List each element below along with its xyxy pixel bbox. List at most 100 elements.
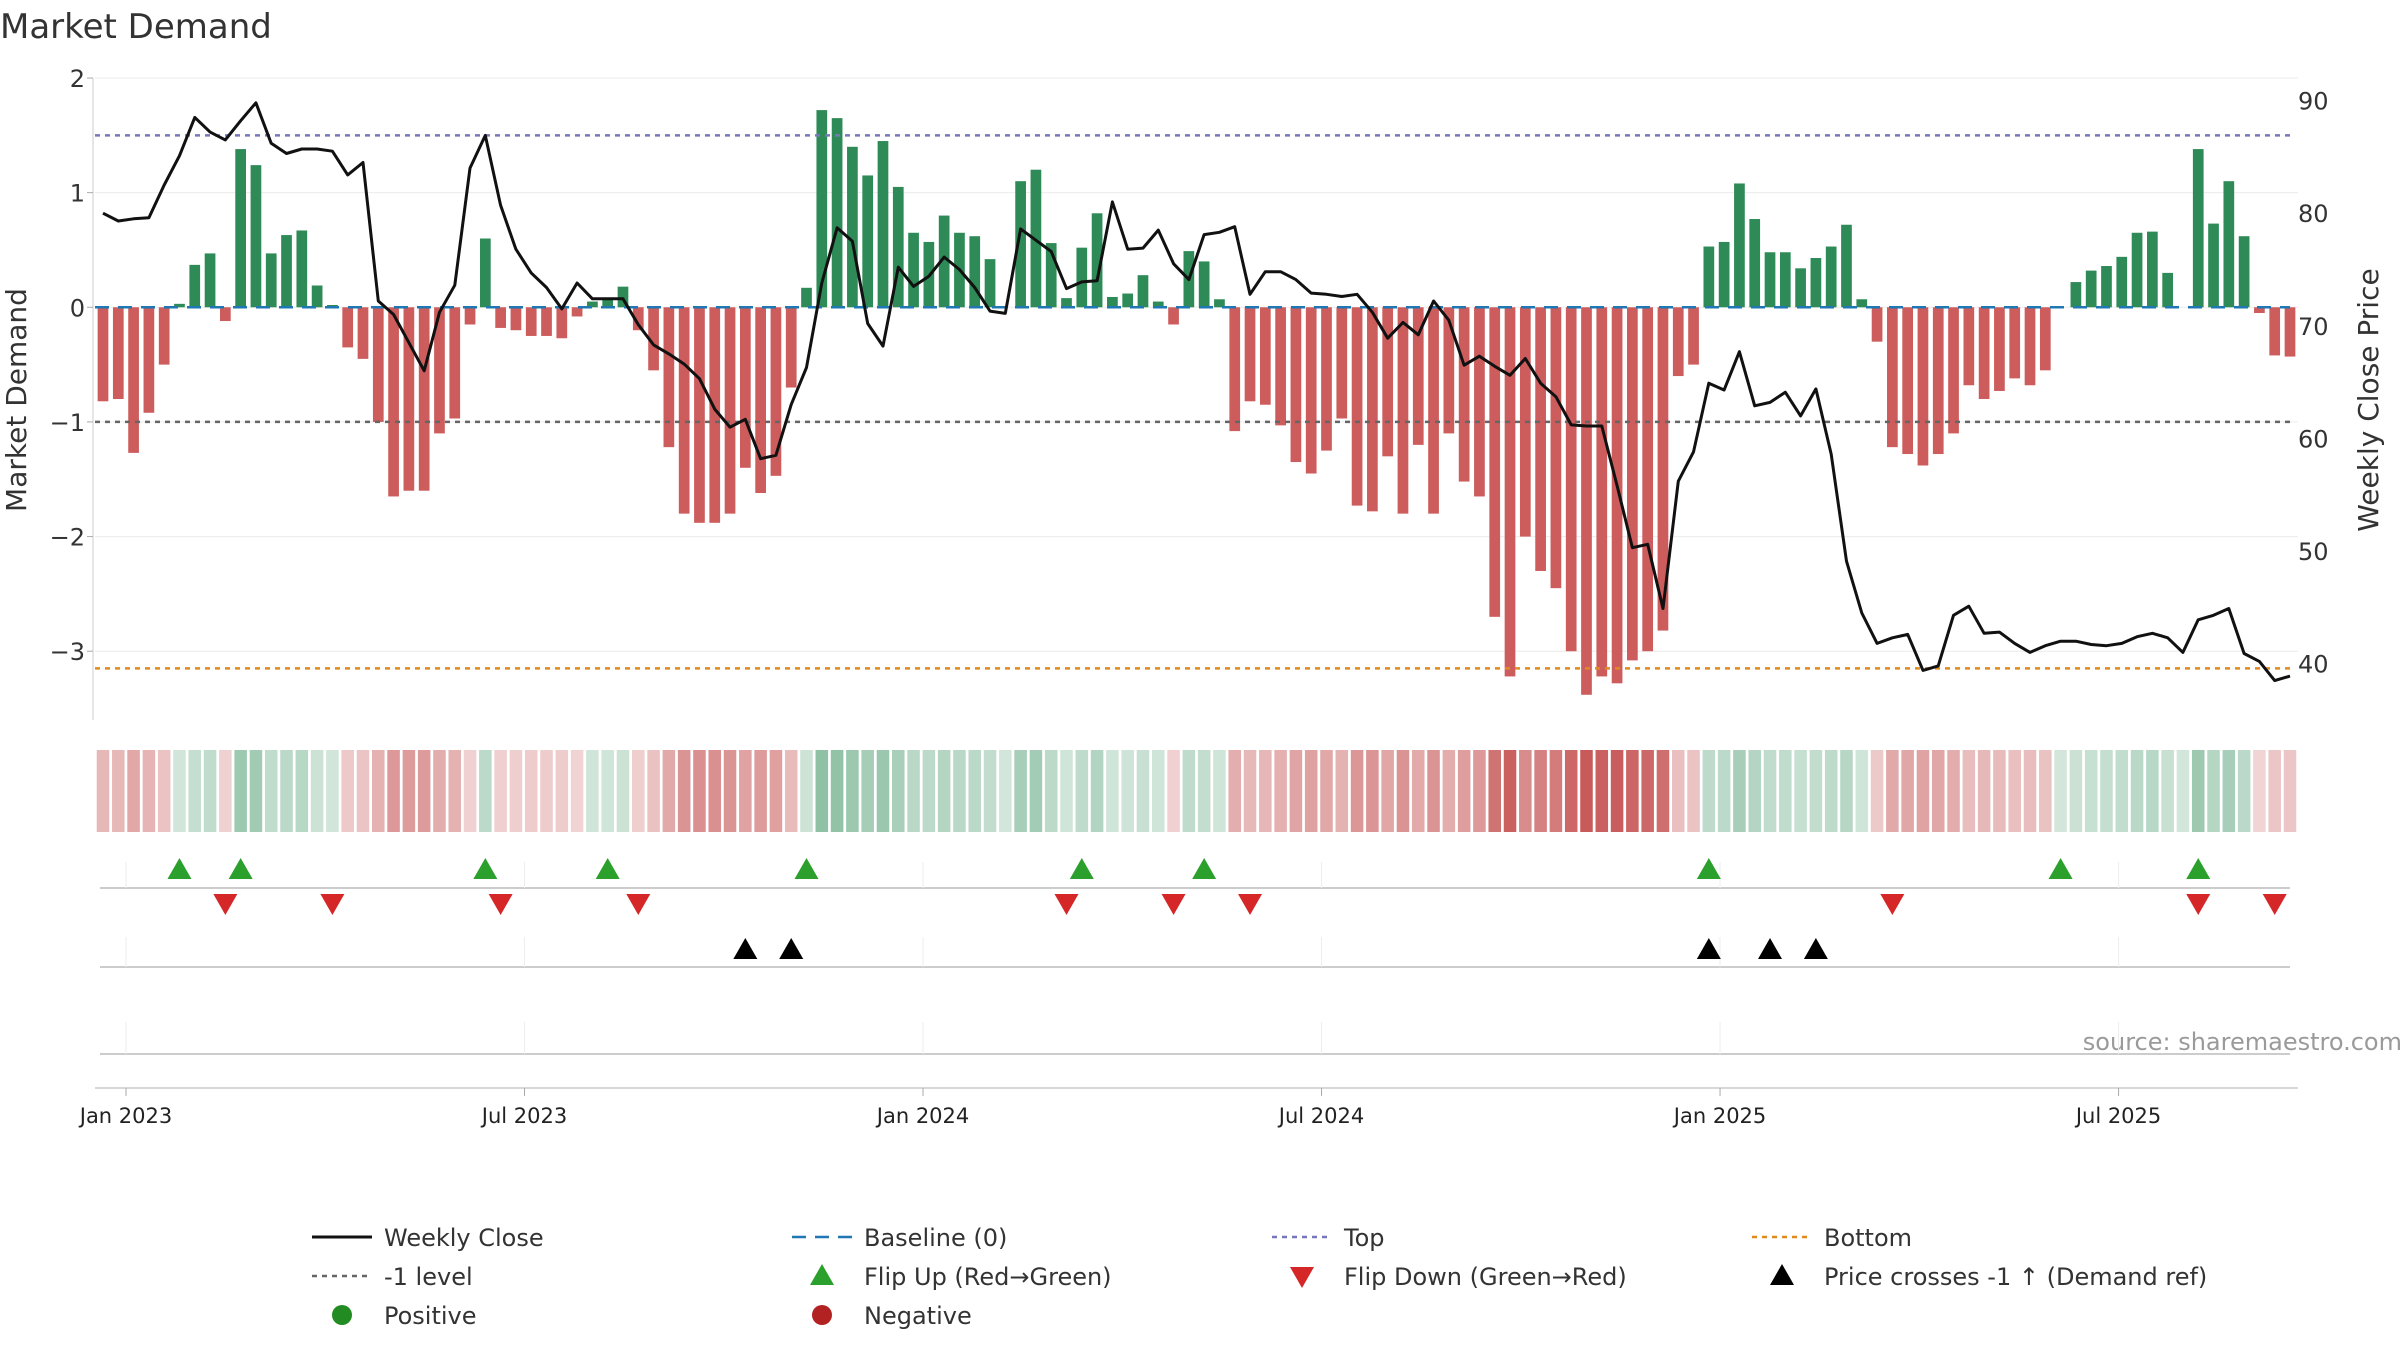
demand-bar-negative xyxy=(434,307,445,434)
heat-strip-cell xyxy=(968,750,982,832)
demand-bar-negative xyxy=(158,307,170,365)
heat-strip-cell xyxy=(249,750,263,832)
heat-strip-cell xyxy=(616,750,630,832)
y2-tick-label: 60 xyxy=(2298,425,2329,453)
heat-strip-cell xyxy=(2054,750,2067,832)
heat-strip-cell xyxy=(2207,750,2220,832)
heat-strip-cell xyxy=(1626,750,1639,832)
demand-bar-negative xyxy=(525,307,537,336)
y2-axis-label: Weekly Close Price xyxy=(2352,268,2385,531)
demand-bar-positive xyxy=(1015,181,1026,308)
heat-strip-cell xyxy=(1977,750,1991,832)
heat-strip-cell xyxy=(570,750,584,832)
heat-strip-cell xyxy=(2008,750,2021,832)
heat-strip-cell xyxy=(1717,750,1731,832)
heat-strip-cell xyxy=(2253,750,2266,832)
heat-strip-cell xyxy=(417,750,431,832)
demand-bar-positive xyxy=(2070,282,2082,308)
heat-strip-cell xyxy=(341,750,354,832)
demand-bar-negative xyxy=(1963,307,1975,386)
heat-strip-cell xyxy=(524,750,538,832)
legend-label: Bottom xyxy=(1824,1224,1912,1252)
demand-bar-negative xyxy=(1504,307,1516,677)
demand-bar-positive xyxy=(174,303,185,308)
demand-bar-negative xyxy=(1672,307,1684,377)
demand-bar-positive xyxy=(1137,275,1149,308)
flip-down-marker xyxy=(1238,894,1263,915)
heat-strip-cell xyxy=(2222,750,2236,832)
heat-strip-cell xyxy=(1259,750,1272,832)
heat-strip-cell xyxy=(1366,750,1379,832)
demand-bar-positive xyxy=(1810,257,1822,308)
heat-strip-cell xyxy=(1748,750,1761,832)
demand-bar-negative xyxy=(495,307,506,328)
heat-strip-cell xyxy=(1595,750,1609,832)
heat-strip-cell xyxy=(983,750,997,832)
legend-label: Negative xyxy=(864,1302,972,1330)
heat-strip-cell xyxy=(1931,750,1945,832)
demand-bar-positive xyxy=(801,287,812,308)
demand-bar-negative xyxy=(1259,307,1271,405)
heat-strip-cell xyxy=(769,750,783,832)
heat-strip-cell xyxy=(601,750,614,832)
demand-bar-negative xyxy=(97,307,109,402)
heat-strip-cell xyxy=(2146,750,2159,832)
heat-strip-cell xyxy=(647,750,660,832)
demand-bar-negative xyxy=(510,307,522,331)
demand-bar-positive xyxy=(1841,224,1852,308)
demand-bar-negative xyxy=(128,307,139,453)
legend-item-baseline: Baseline (0) xyxy=(792,1224,1007,1252)
demand-bar-positive xyxy=(1152,301,1164,308)
demand-bar-negative xyxy=(388,307,399,497)
x-tick-label: Jan 2024 xyxy=(875,1104,970,1128)
demand-bar-negative xyxy=(112,307,124,399)
demand-bar-negative xyxy=(785,307,797,388)
demand-bar-negative xyxy=(403,307,415,491)
demand-bar-negative xyxy=(1642,307,1654,652)
demand-bar-positive xyxy=(1718,241,1730,308)
heat-strip-cell xyxy=(815,750,829,832)
heat-strip-cell xyxy=(2115,750,2129,832)
price-cross-marker xyxy=(733,938,758,959)
demand-bar-positive xyxy=(1825,246,1837,308)
heat-strip-cell xyxy=(127,750,140,832)
demand-bar-negative xyxy=(342,307,354,348)
demand-bar-positive xyxy=(908,232,919,308)
heat-strip-cell xyxy=(693,750,706,832)
flip-down-marker xyxy=(213,894,238,915)
flip-up-marker xyxy=(228,858,253,879)
demand-bar-negative xyxy=(1535,307,1546,571)
demand-bar-positive xyxy=(1779,252,1791,308)
demand-heat-strip xyxy=(96,750,2297,832)
legend-swatch-cross xyxy=(1770,1264,1794,1285)
heat-strip-cell xyxy=(739,750,752,832)
demand-bar-negative xyxy=(1978,307,1990,399)
y-tick-label: 0 xyxy=(70,294,85,322)
heat-strip-cell xyxy=(1473,750,1486,832)
heat-strip-cell xyxy=(1580,750,1593,832)
heat-strip-cell xyxy=(830,750,844,832)
heat-strip-cell xyxy=(1029,750,1043,832)
demand-bar-negative xyxy=(1932,307,1944,455)
demand-bar-positive xyxy=(2208,223,2219,308)
heat-strip-cell xyxy=(1763,750,1777,832)
heat-strip-cell xyxy=(2023,750,2037,832)
demand-bar-positive xyxy=(1703,246,1715,308)
heat-strip-cell xyxy=(509,750,523,832)
demand-bar-positive xyxy=(250,165,262,308)
flip-down-marker xyxy=(2186,894,2211,915)
demand-bar-negative xyxy=(1443,307,1455,434)
heat-strip-cell xyxy=(846,750,859,832)
demand-bar-negative xyxy=(1657,307,1669,631)
heat-strip-cell xyxy=(922,750,936,832)
legend-item-top: Top xyxy=(1272,1224,1385,1252)
legend-item-close: Weekly Close xyxy=(312,1224,544,1252)
y-tick-label: −3 xyxy=(50,638,85,666)
heat-strip-cell xyxy=(372,750,385,832)
heat-strip-cell xyxy=(1488,750,1501,832)
demand-bar-positive xyxy=(311,285,323,308)
heat-strip-cell xyxy=(2283,750,2297,832)
heat-strip-cell xyxy=(157,750,171,832)
heat-strip-cell xyxy=(1335,750,1349,832)
heat-strip-cell xyxy=(1610,750,1624,832)
